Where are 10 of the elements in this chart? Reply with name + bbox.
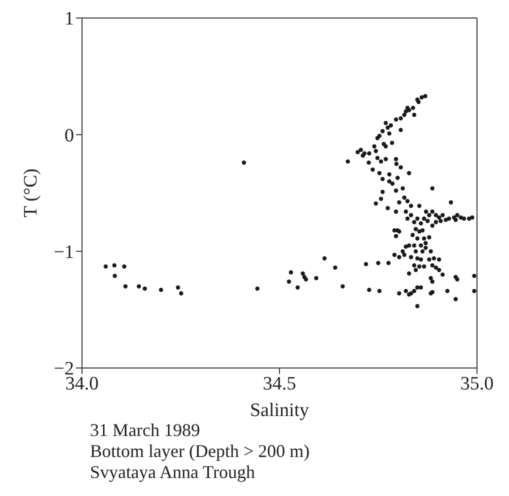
y-tick-label: 0	[64, 125, 74, 146]
y-tick-label: 1	[64, 8, 74, 30]
x-tick-label: 35.0	[460, 373, 494, 394]
text: Bottom layer (Depth > 200 m)	[90, 441, 311, 462]
x-tick-label: 34.5	[262, 373, 296, 394]
x-axis-title: Salinity	[250, 400, 310, 421]
y-axis-title: T (°C)	[20, 168, 42, 218]
y-tick-label: −1	[54, 242, 74, 264]
text: 31 March 1989	[90, 420, 201, 441]
text: Svyataya Anna Trough	[90, 462, 256, 483]
